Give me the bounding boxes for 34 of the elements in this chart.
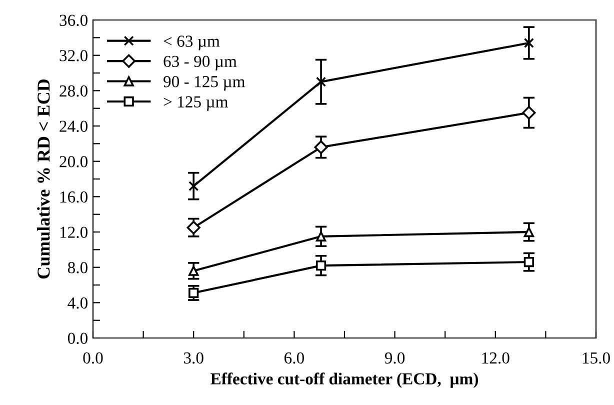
point — [314, 140, 328, 154]
x-tick-label: 0.0 — [83, 352, 103, 364]
y-tick-label: 4.0 — [68, 297, 88, 309]
point — [188, 180, 199, 192]
legend-label: 63 - 90 µm — [164, 56, 237, 70]
point — [524, 256, 534, 268]
y-tick-label: 36.0 — [60, 14, 88, 26]
point — [316, 231, 326, 242]
point — [524, 38, 534, 48]
y-tick-label: 8.0 — [68, 262, 88, 274]
point — [188, 266, 199, 276]
point — [316, 260, 326, 271]
point — [316, 76, 326, 87]
legend-label: 90 - 125 µm — [164, 76, 246, 91]
x-axis-title: Effective cut-off diameter (ECD, µm) — [210, 372, 478, 388]
x-tick-label: 12.0 — [482, 352, 510, 364]
y-tick-label: 32.0 — [60, 50, 88, 62]
y-tick-label: 20.0 — [60, 156, 88, 168]
point — [524, 226, 534, 238]
x-tick-label: 15.0 — [582, 352, 610, 364]
legend-label: < 63 µm — [164, 36, 220, 50]
y-tick-label: 24.0 — [60, 120, 88, 132]
x-tick-label: 6.0 — [284, 352, 304, 364]
point — [186, 220, 200, 234]
y-axis-title: Cumulative % RD < ECD — [37, 79, 50, 279]
point — [522, 106, 536, 120]
x-tick-label: 3.0 — [184, 352, 204, 364]
y-tick-label: 12.0 — [60, 226, 88, 238]
point — [188, 288, 199, 298]
y-tick-label: 28.0 — [60, 85, 88, 97]
y-tick-label: 0.0 — [68, 332, 88, 344]
x-tick-label: 9.0 — [384, 352, 405, 364]
legend-label: > 125 µm — [164, 96, 228, 111]
y-tick-label: 16.0 — [60, 191, 88, 203]
